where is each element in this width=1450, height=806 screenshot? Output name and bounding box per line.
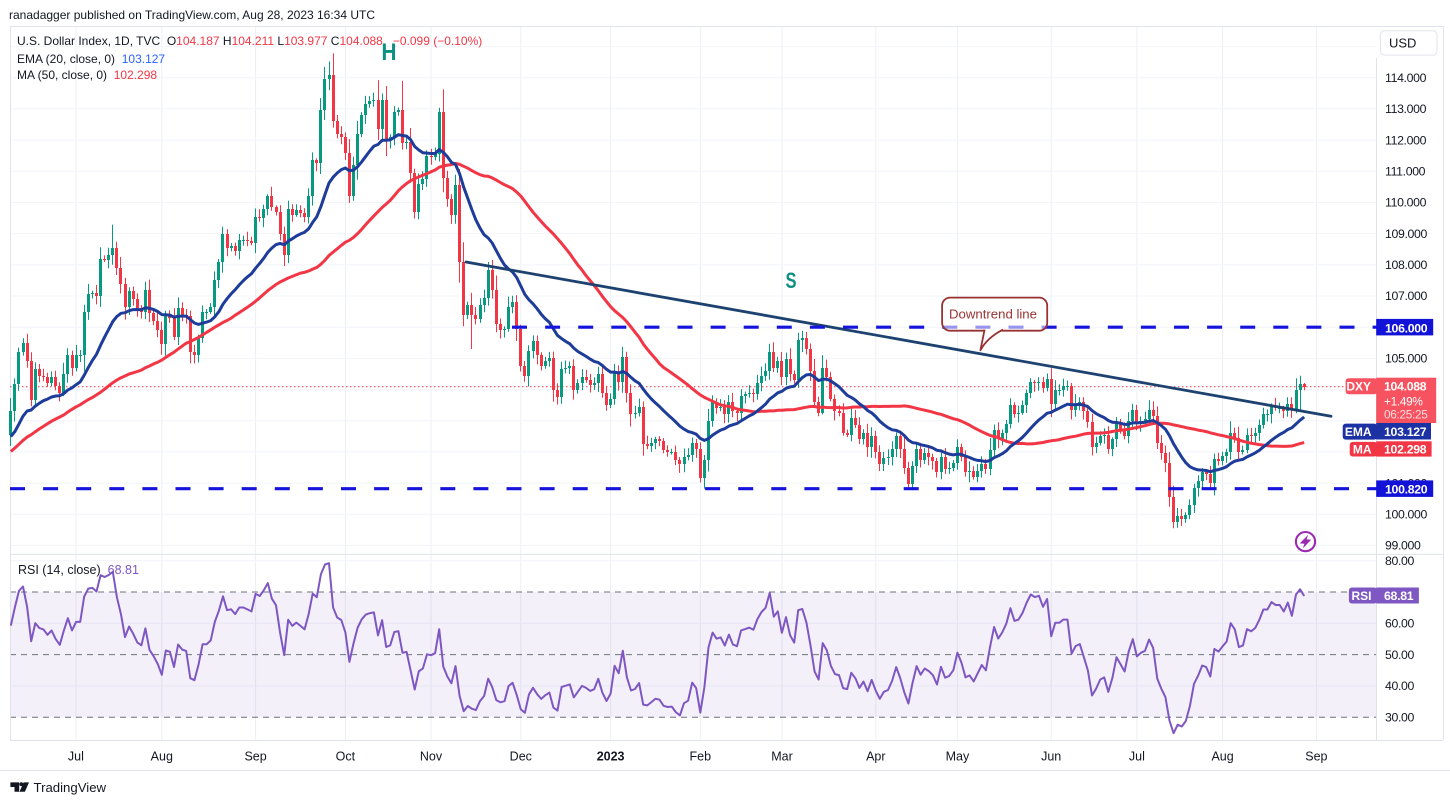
- svg-text:H: H: [382, 39, 397, 66]
- svg-text:RSI: RSI: [1351, 589, 1371, 603]
- svg-text:110.000: 110.000: [1385, 196, 1427, 210]
- svg-text:USD: USD: [1389, 36, 1416, 51]
- svg-text:104.088: 104.088: [1384, 380, 1427, 394]
- svg-text:113.000: 113.000: [1385, 102, 1427, 116]
- svg-text:MA: MA: [1353, 443, 1372, 457]
- svg-text:100.820: 100.820: [1385, 483, 1428, 497]
- svg-text:May: May: [946, 750, 970, 764]
- svg-text:Sep: Sep: [1305, 750, 1327, 764]
- svg-text:Feb: Feb: [690, 750, 712, 764]
- svg-text:108.000: 108.000: [1385, 258, 1428, 272]
- svg-text:06:25:25: 06:25:25: [1384, 407, 1428, 421]
- svg-text:+1.49%: +1.49%: [1384, 394, 1423, 408]
- svg-text:DXY: DXY: [1346, 380, 1371, 394]
- svg-text:80.00: 80.00: [1385, 554, 1415, 568]
- svg-text:EMA: EMA: [1345, 425, 1372, 439]
- svg-text:Downtrend line: Downtrend line: [949, 307, 1037, 322]
- svg-text:68.81: 68.81: [1384, 589, 1414, 603]
- svg-text:102.298: 102.298: [1384, 443, 1427, 457]
- svg-text:Aug: Aug: [151, 750, 173, 764]
- svg-text:112.000: 112.000: [1385, 133, 1427, 147]
- svg-text:60.00: 60.00: [1385, 617, 1415, 631]
- svg-text:Sep: Sep: [244, 750, 266, 764]
- svg-text:30.00: 30.00: [1385, 710, 1415, 724]
- svg-text:Mar: Mar: [771, 750, 793, 764]
- svg-text:111.000: 111.000: [1385, 165, 1426, 179]
- svg-text:107.000: 107.000: [1385, 289, 1428, 303]
- svg-text:Nov: Nov: [420, 750, 443, 764]
- svg-text:50.00: 50.00: [1385, 648, 1415, 662]
- svg-text:109.000: 109.000: [1385, 227, 1428, 241]
- svg-text:2023: 2023: [597, 750, 625, 764]
- svg-text:99.000: 99.000: [1385, 539, 1421, 553]
- svg-text:40.00: 40.00: [1385, 679, 1415, 693]
- svg-text:Apr: Apr: [866, 750, 885, 764]
- svg-text:S: S: [786, 269, 797, 294]
- svg-text:Jul: Jul: [1129, 750, 1145, 764]
- svg-text:105.000: 105.000: [1385, 352, 1428, 366]
- svg-text:Aug: Aug: [1211, 750, 1233, 764]
- svg-text:100.000: 100.000: [1385, 508, 1428, 522]
- svg-text:106.000: 106.000: [1385, 321, 1428, 335]
- svg-text:Oct: Oct: [336, 750, 356, 764]
- svg-text:Jun: Jun: [1041, 750, 1061, 764]
- svg-text:114.000: 114.000: [1385, 71, 1427, 85]
- svg-text:TradingView: TradingView: [34, 780, 107, 795]
- svg-text:Dec: Dec: [510, 750, 532, 764]
- svg-text:103.127: 103.127: [1384, 425, 1427, 439]
- svg-text:Jul: Jul: [68, 750, 84, 764]
